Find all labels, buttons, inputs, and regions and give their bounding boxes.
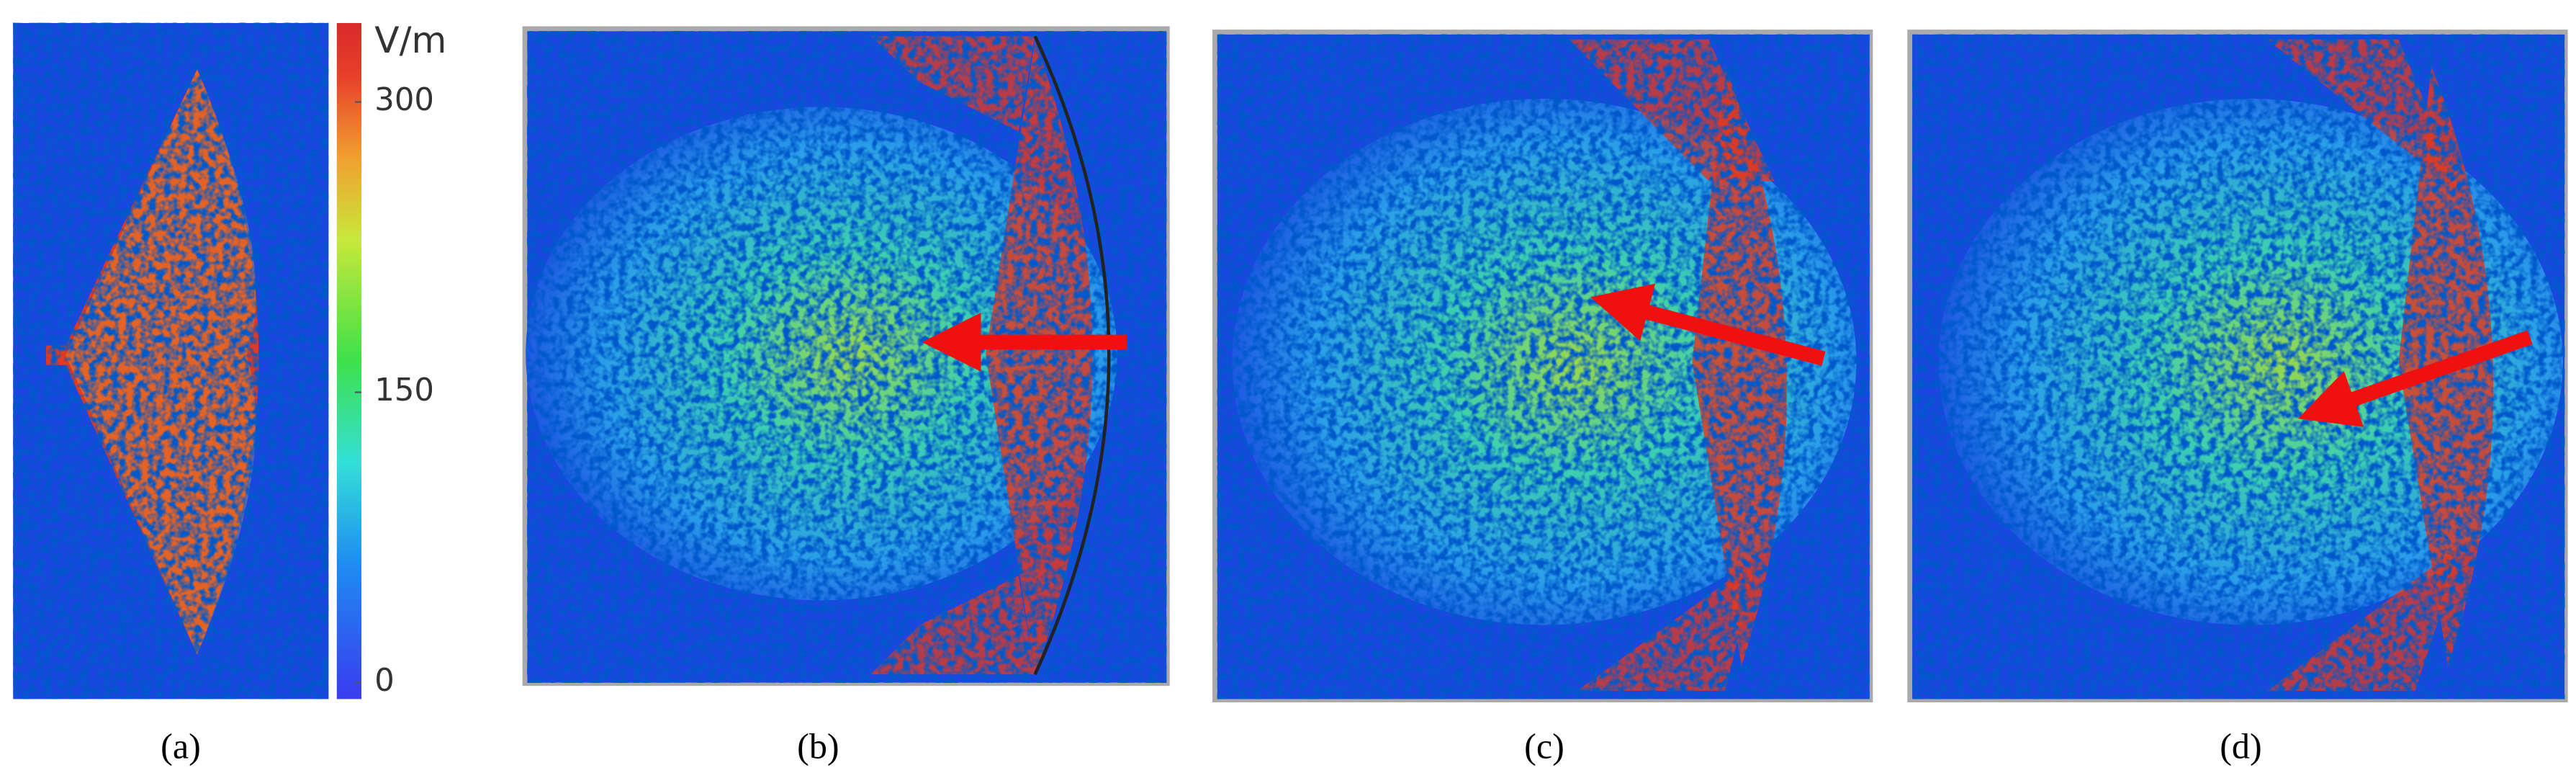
panel-label: (c)	[1524, 726, 1564, 766]
reflector	[1033, 35, 1111, 676]
arrow	[1590, 283, 1826, 366]
panel-b	[522, 26, 1170, 687]
colorbar	[336, 22, 362, 699]
colorbar-tick-label: 300	[374, 82, 434, 118]
panel-d	[1907, 30, 2568, 702]
colorbar-tick-label: 150	[374, 372, 434, 408]
panel-c	[1212, 30, 1873, 702]
texture	[527, 31, 1167, 683]
panel-label: (d)	[2220, 726, 2262, 766]
arrow	[2297, 330, 2533, 427]
texture	[1217, 34, 1870, 699]
panel-label: (b)	[797, 726, 839, 766]
colorbar-tick-label: 0	[374, 663, 395, 699]
panel-label: (a)	[161, 726, 201, 766]
panel-a: V/m	[13, 19, 446, 699]
colorbar-unit: V/m	[374, 19, 446, 61]
texture	[13, 22, 329, 699]
